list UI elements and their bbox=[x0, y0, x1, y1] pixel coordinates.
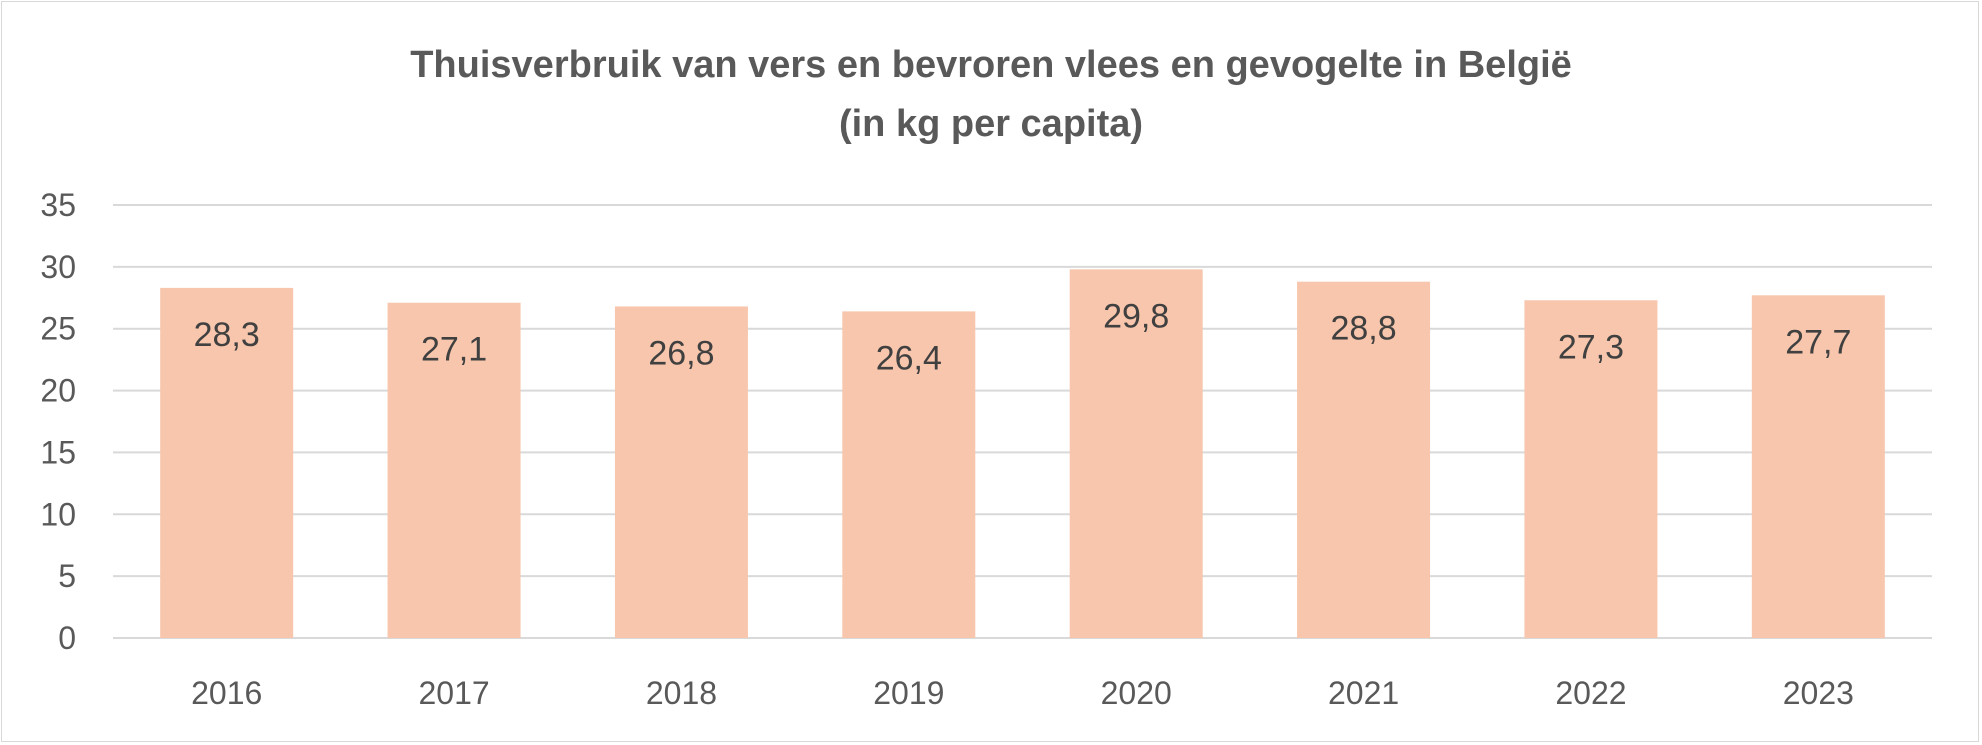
y-tick-label: 35 bbox=[40, 187, 76, 223]
chart-subtitle: (in kg per capita) bbox=[838, 103, 1144, 145]
bars bbox=[160, 269, 1885, 638]
bar-2016 bbox=[160, 287, 294, 638]
y-tick-label: 25 bbox=[40, 311, 76, 347]
bar-2022 bbox=[1524, 300, 1658, 638]
y-tick-label: 20 bbox=[40, 373, 76, 409]
data-label-2023: 27,7 bbox=[1785, 323, 1851, 361]
data-label-2020: 29,8 bbox=[1103, 297, 1169, 335]
y-tick-label: 0 bbox=[58, 620, 76, 656]
x-tick-label-2017: 2017 bbox=[418, 675, 489, 711]
bar-2023 bbox=[1751, 295, 1885, 638]
bar-2018 bbox=[614, 306, 748, 638]
x-tick-label-2020: 2020 bbox=[1101, 675, 1172, 711]
y-tick-label: 10 bbox=[40, 496, 76, 532]
y-tick-label: 15 bbox=[40, 434, 76, 470]
data-label-2022: 27,3 bbox=[1558, 328, 1624, 366]
x-tick-label-2023: 2023 bbox=[1783, 675, 1854, 711]
y-axis-ticks: 0 5 10 15 20 25 30 35 bbox=[40, 187, 76, 656]
x-tick-label-2022: 2022 bbox=[1555, 675, 1626, 711]
data-label-2018: 26,8 bbox=[648, 334, 714, 372]
data-labels: 28,3 27,1 26,8 26,4 29,8 28,8 27,3 27,7 bbox=[194, 297, 1852, 377]
bar-2017 bbox=[387, 302, 521, 638]
data-label-2021: 28,8 bbox=[1330, 310, 1396, 348]
data-label-2019: 26,4 bbox=[876, 339, 942, 377]
gridlines bbox=[113, 204, 1932, 639]
y-tick-label: 30 bbox=[40, 249, 76, 285]
bar-2019 bbox=[842, 311, 976, 638]
bar-2021 bbox=[1297, 281, 1431, 638]
bar-2020 bbox=[1069, 269, 1203, 638]
x-tick-label-2021: 2021 bbox=[1328, 675, 1399, 711]
x-axis-ticks: 2016 2017 2018 2019 2020 2021 2022 2023 bbox=[191, 675, 1854, 711]
x-tick-label-2016: 2016 bbox=[191, 675, 262, 711]
data-label-2017: 27,1 bbox=[421, 331, 487, 369]
y-tick-label: 5 bbox=[58, 558, 76, 594]
data-label-2016: 28,3 bbox=[194, 316, 260, 354]
chart-title: Thuisverbruik van vers en bevroren vlees… bbox=[410, 44, 1572, 86]
x-tick-label-2019: 2019 bbox=[873, 675, 944, 711]
x-tick-label-2018: 2018 bbox=[646, 675, 717, 711]
